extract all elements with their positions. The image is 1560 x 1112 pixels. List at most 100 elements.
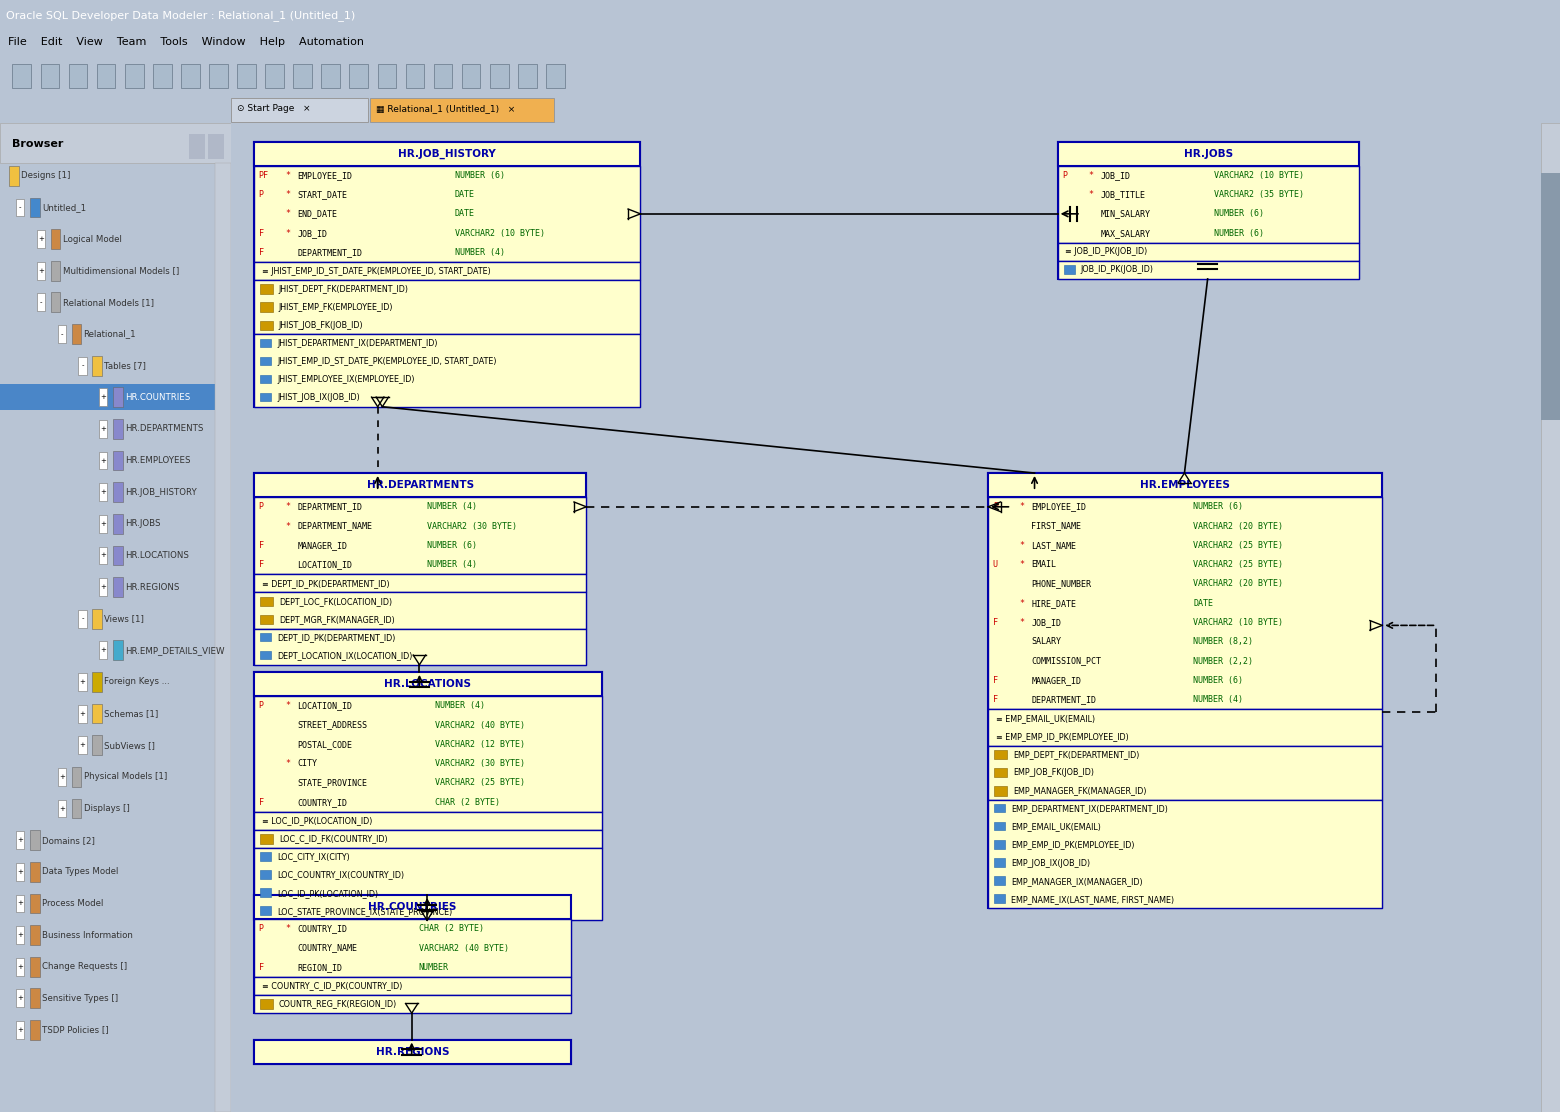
Text: HR.REGIONS: HR.REGIONS — [125, 583, 179, 592]
Text: *: * — [1019, 618, 1023, 627]
Bar — [254, 1040, 571, 1064]
Text: NUMBER (8,2): NUMBER (8,2) — [1193, 637, 1253, 646]
Bar — [37, 294, 45, 311]
Bar — [37, 261, 45, 279]
Bar — [1058, 141, 1359, 166]
Text: DEPARTMENT_ID: DEPARTMENT_ID — [1031, 695, 1097, 704]
Text: +: + — [17, 837, 23, 843]
FancyBboxPatch shape — [261, 871, 271, 878]
Bar — [100, 388, 108, 406]
Bar — [254, 262, 641, 280]
Text: VARCHAR2 (40 BYTE): VARCHAR2 (40 BYTE) — [435, 721, 524, 729]
Bar — [92, 608, 101, 628]
Text: +: + — [37, 268, 44, 274]
Bar — [1541, 123, 1560, 1112]
Bar — [434, 63, 452, 88]
FancyBboxPatch shape — [370, 98, 554, 122]
Bar — [254, 672, 602, 696]
Text: Relational_1: Relational_1 — [84, 329, 136, 338]
Bar — [181, 63, 200, 88]
Bar — [37, 230, 45, 248]
Text: -: - — [81, 363, 84, 369]
Text: +: + — [100, 584, 106, 590]
Text: DEPARTMENT_ID: DEPARTMENT_ID — [298, 503, 362, 512]
Text: NUMBER (4): NUMBER (4) — [456, 248, 505, 257]
Bar — [254, 141, 641, 166]
Bar — [58, 800, 66, 817]
Text: DEPT_LOCATION_IX(LOCATION_ID): DEPT_LOCATION_IX(LOCATION_ID) — [278, 652, 412, 661]
Bar — [78, 673, 87, 691]
Text: EMP_JOB_IX(JOB_ID): EMP_JOB_IX(JOB_ID) — [1011, 858, 1090, 867]
Text: *: * — [285, 759, 290, 768]
Text: JHIST_EMPLOYEE_IX(EMPLOYEE_ID): JHIST_EMPLOYEE_IX(EMPLOYEE_ID) — [278, 375, 415, 384]
Text: EMP_MANAGER_IX(MANAGER_ID): EMP_MANAGER_IX(MANAGER_ID) — [1011, 876, 1143, 885]
Text: Schemas [1]: Schemas [1] — [105, 709, 159, 718]
Text: TSDP Policies []: TSDP Policies [] — [42, 1025, 109, 1034]
Bar — [51, 292, 61, 312]
Text: P: P — [259, 503, 264, 512]
Text: Data Types Model: Data Types Model — [42, 867, 119, 876]
Text: HR.EMPLOYEES: HR.EMPLOYEES — [125, 456, 190, 465]
Bar — [293, 63, 312, 88]
Text: DEPARTMENT_NAME: DEPARTMENT_NAME — [298, 522, 373, 530]
Text: Business Information: Business Information — [42, 931, 133, 940]
Text: +: + — [100, 553, 106, 558]
Bar — [69, 63, 87, 88]
Text: F: F — [259, 248, 264, 257]
Bar — [254, 473, 587, 497]
Text: +: + — [80, 742, 86, 748]
Text: VARCHAR2 (12 BYTE): VARCHAR2 (12 BYTE) — [435, 739, 524, 748]
Bar — [987, 497, 1382, 709]
Text: LOC_CITY_IX(CITY): LOC_CITY_IX(CITY) — [278, 853, 349, 862]
FancyBboxPatch shape — [994, 858, 1005, 866]
Bar — [261, 1000, 273, 1009]
Bar — [254, 141, 641, 407]
Text: EMP_MANAGER_FK(MANAGER_ID): EMP_MANAGER_FK(MANAGER_ID) — [1012, 786, 1147, 795]
Bar — [254, 166, 641, 262]
Text: *: * — [1019, 540, 1023, 549]
Text: HR.JOB_HISTORY: HR.JOB_HISTORY — [398, 148, 496, 159]
Text: VARCHAR2 (40 BYTE): VARCHAR2 (40 BYTE) — [418, 944, 509, 953]
Bar — [100, 642, 108, 659]
Text: Tables [7]: Tables [7] — [105, 361, 147, 370]
FancyBboxPatch shape — [994, 876, 1005, 885]
Text: -: - — [81, 616, 84, 622]
Text: FIRST_NAME: FIRST_NAME — [1031, 522, 1081, 530]
Bar — [987, 473, 1382, 497]
Bar — [41, 63, 59, 88]
Text: EMP_DEPARTMENT_IX(DEPARTMENT_ID): EMP_DEPARTMENT_IX(DEPARTMENT_ID) — [1011, 804, 1168, 813]
Text: *: * — [1019, 503, 1023, 512]
Bar — [462, 63, 480, 88]
Bar — [254, 628, 587, 665]
Bar — [209, 63, 228, 88]
Bar — [30, 862, 39, 882]
Text: *: * — [285, 924, 290, 933]
Text: JOB_TITLE: JOB_TITLE — [1101, 190, 1147, 199]
Text: ▦ Relational_1 (Untitled_1)   ×: ▦ Relational_1 (Untitled_1) × — [376, 105, 515, 113]
Bar — [92, 735, 101, 755]
Bar — [92, 704, 101, 724]
Bar — [114, 483, 123, 502]
Bar — [1058, 261, 1359, 279]
Text: HR.LOCATIONS: HR.LOCATIONS — [125, 550, 189, 560]
Text: F: F — [992, 618, 998, 627]
Bar — [1058, 242, 1359, 261]
Bar — [78, 705, 87, 723]
Text: NUMBER (6): NUMBER (6) — [1214, 229, 1265, 238]
Text: LOC_C_ID_FK(COUNTRY_ID): LOC_C_ID_FK(COUNTRY_ID) — [279, 834, 387, 843]
Text: ⊙ Start Page   ×: ⊙ Start Page × — [237, 105, 310, 113]
Bar — [114, 546, 123, 565]
Text: Views [1]: Views [1] — [105, 614, 144, 623]
Text: NUMBER (4): NUMBER (4) — [435, 702, 485, 711]
Bar — [58, 768, 66, 786]
Bar — [78, 736, 87, 754]
Bar — [100, 484, 108, 502]
Text: VARCHAR2 (30 BYTE): VARCHAR2 (30 BYTE) — [435, 759, 524, 768]
Text: NUMBER: NUMBER — [418, 963, 449, 972]
Text: NUMBER (2,2): NUMBER (2,2) — [1193, 656, 1253, 666]
Text: -: - — [61, 331, 62, 337]
Text: HR.JOBS: HR.JOBS — [125, 519, 161, 528]
Text: HIRE_DATE: HIRE_DATE — [1031, 598, 1076, 608]
Bar — [261, 834, 273, 844]
Text: SALARY: SALARY — [1031, 637, 1061, 646]
